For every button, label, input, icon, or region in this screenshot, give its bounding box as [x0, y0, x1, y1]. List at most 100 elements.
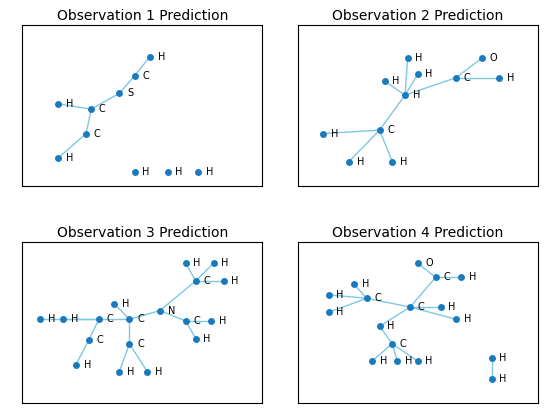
Text: H: H	[336, 307, 344, 317]
Point	[451, 74, 460, 81]
Point	[403, 55, 412, 62]
Text: C: C	[464, 73, 470, 83]
Point	[413, 71, 422, 78]
Text: H: H	[157, 52, 165, 62]
Point	[72, 361, 81, 368]
Point	[54, 100, 63, 107]
Point	[54, 155, 63, 161]
Text: H: H	[400, 157, 407, 167]
Point	[125, 316, 134, 323]
Text: C: C	[400, 339, 407, 349]
Text: H: H	[415, 53, 423, 63]
Point	[82, 130, 91, 137]
Text: H: H	[122, 299, 129, 309]
Text: H: H	[464, 314, 471, 324]
Point	[163, 169, 172, 176]
Point	[220, 278, 228, 284]
Point	[477, 55, 486, 62]
Text: C: C	[142, 71, 149, 81]
Point	[115, 368, 124, 375]
Point	[349, 281, 358, 288]
Title: Observation 1 Prediction: Observation 1 Prediction	[57, 9, 228, 23]
Text: H: H	[142, 167, 150, 177]
Point	[413, 358, 422, 365]
Point	[431, 274, 440, 281]
Text: N: N	[167, 305, 175, 315]
Text: C: C	[94, 129, 101, 139]
Point	[181, 318, 190, 324]
Point	[130, 169, 139, 176]
Text: H: H	[449, 302, 456, 312]
Point	[143, 368, 152, 375]
Point	[367, 358, 376, 365]
Text: C: C	[99, 104, 106, 114]
Text: H: H	[331, 129, 338, 139]
Text: C: C	[387, 125, 394, 135]
Point	[194, 169, 203, 176]
Text: H: H	[206, 167, 213, 177]
Text: H: H	[66, 153, 73, 163]
Point	[59, 316, 68, 323]
Text: H: H	[362, 279, 369, 289]
Text: C: C	[137, 339, 144, 349]
Text: H: H	[221, 258, 228, 268]
Point	[375, 127, 384, 134]
Point	[36, 316, 45, 323]
Point	[192, 278, 200, 284]
Text: H: H	[500, 374, 507, 384]
Text: H: H	[193, 258, 200, 268]
Text: H: H	[387, 321, 395, 331]
Text: H: H	[175, 167, 183, 177]
Text: H: H	[426, 69, 433, 79]
Text: S: S	[127, 88, 133, 98]
Point	[156, 307, 165, 314]
Text: H: H	[500, 353, 507, 363]
Text: H: H	[219, 316, 226, 326]
Text: H: H	[231, 276, 239, 286]
Title: Observation 4 Prediction: Observation 4 Prediction	[332, 226, 503, 240]
Point	[192, 335, 200, 342]
Point	[181, 260, 190, 267]
Point	[324, 309, 333, 316]
Point	[400, 92, 409, 99]
Point	[84, 337, 93, 344]
Text: H: H	[48, 314, 55, 324]
Point	[324, 291, 333, 298]
Text: H: H	[393, 76, 400, 86]
Text: H: H	[426, 356, 433, 366]
Point	[362, 295, 371, 302]
Text: H: H	[155, 367, 162, 377]
Point	[207, 318, 216, 324]
Text: H: H	[71, 314, 78, 324]
Point	[393, 358, 402, 365]
Point	[495, 74, 504, 81]
Point	[388, 158, 397, 165]
Text: H: H	[380, 356, 387, 366]
Text: H: H	[507, 73, 515, 83]
Title: Observation 2 Prediction: Observation 2 Prediction	[332, 9, 503, 23]
Point	[436, 304, 445, 310]
Point	[487, 375, 496, 382]
Text: H: H	[469, 272, 476, 282]
Point	[487, 354, 496, 361]
Point	[115, 90, 124, 97]
Text: H: H	[203, 333, 211, 344]
Point	[413, 260, 422, 267]
Text: C: C	[375, 293, 381, 303]
Point	[125, 340, 134, 347]
Text: C: C	[203, 276, 210, 286]
Text: H: H	[83, 360, 91, 370]
Title: Observation 3 Prediction: Observation 3 Prediction	[57, 226, 228, 240]
Text: O: O	[426, 258, 433, 268]
Text: H: H	[336, 290, 344, 300]
Text: H: H	[413, 90, 420, 100]
Point	[344, 158, 353, 165]
Point	[451, 316, 460, 323]
Point	[87, 106, 96, 113]
Text: C: C	[444, 272, 450, 282]
Point	[380, 78, 389, 84]
Text: H: H	[127, 367, 134, 377]
Text: C: C	[137, 314, 144, 324]
Text: H: H	[66, 99, 73, 109]
Text: O: O	[489, 53, 497, 63]
